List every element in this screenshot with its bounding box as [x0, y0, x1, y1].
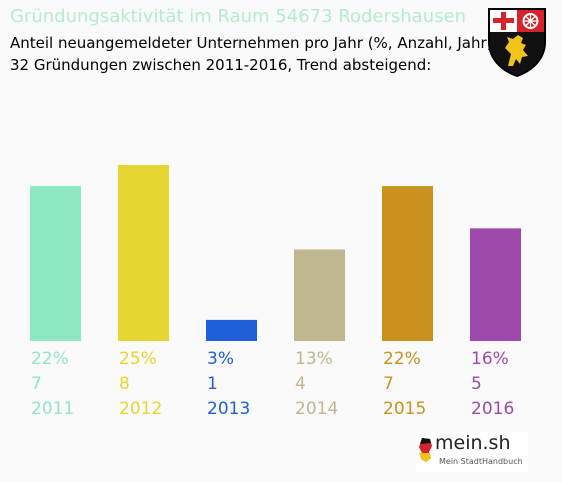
percent-label-2011: 22% — [31, 349, 69, 369]
year-label-2011: 2011 — [31, 399, 74, 419]
bar-2015 — [382, 186, 433, 341]
year-label-2016: 2016 — [471, 399, 514, 419]
bar-2011 — [30, 186, 81, 341]
year-label-2013: 2013 — [207, 399, 250, 419]
bar-2014 — [294, 249, 345, 341]
year-label-2012: 2012 — [119, 399, 162, 419]
bar-2013 — [206, 319, 257, 341]
bar-2016 — [470, 228, 521, 341]
percent-label-2012: 25% — [119, 349, 157, 369]
bar-2012 — [118, 165, 169, 341]
germany-map-icon — [419, 438, 432, 462]
coat-of-arms-icon — [488, 8, 546, 77]
percent-label-2014: 13% — [295, 349, 333, 369]
count-label-2014: 4 — [295, 374, 306, 394]
count-label-2016: 5 — [471, 374, 482, 394]
chart-title: Gründungsaktivität im Raum 54673 Rodersh… — [10, 6, 466, 27]
chart-summary: 32 Gründungen zwischen 2011-2016, Trend … — [10, 56, 432, 74]
year-label-2014: 2014 — [295, 399, 338, 419]
percent-label-2016: 16% — [471, 349, 509, 369]
brand-name: mein.sh — [435, 432, 511, 454]
percent-label-2015: 22% — [383, 349, 421, 369]
brand-logo[interactable]: mein.sh Mein StadtHandbuch — [416, 432, 528, 472]
count-label-2012: 8 — [119, 374, 130, 394]
brand-tagline: Mein StadtHandbuch — [439, 457, 523, 466]
year-label-2015: 2015 — [383, 399, 426, 419]
percent-label-2013: 3% — [207, 349, 234, 369]
count-label-2013: 1 — [207, 374, 218, 394]
count-label-2011: 7 — [31, 374, 42, 394]
chart-subtitle: Anteil neuangemeldeter Unternehmen pro J… — [10, 34, 493, 52]
count-label-2015: 7 — [383, 374, 394, 394]
